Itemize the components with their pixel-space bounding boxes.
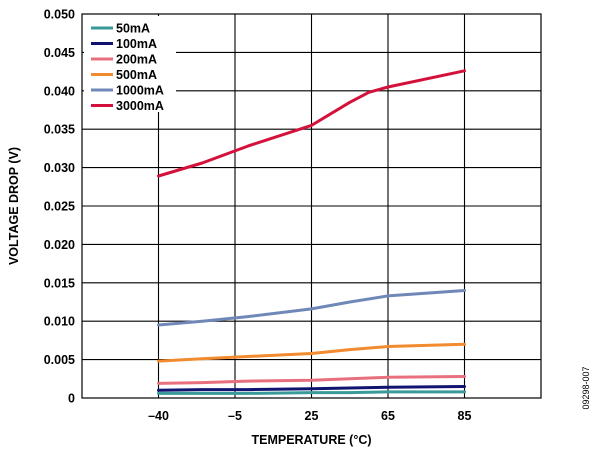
x-tick-label: –40: [148, 409, 169, 423]
y-tick-labels: 0 0.005 0.010 0.015 0.020 0.025 0.030 0.035 0.04…: [44, 8, 75, 406]
y-tick-label: 0.010: [44, 315, 75, 329]
y-tick-label: 0.035: [44, 123, 75, 137]
series-line-500mA: [157, 342, 466, 363]
legend-label: 50mA: [116, 22, 150, 36]
y-tick-label: 0.030: [44, 161, 75, 175]
y-tick-label: 0: [68, 392, 75, 406]
series-line-3000mA: [157, 69, 466, 178]
x-tick-labels: –40 –5 25 65 85: [148, 409, 471, 423]
series-line-100mA: [157, 385, 466, 392]
y-tick-label: 0.005: [44, 353, 75, 367]
series-line-1000mA: [157, 289, 466, 327]
y-tick-label: 0.025: [44, 200, 75, 214]
y-tick-label: 0.015: [44, 276, 75, 290]
figure-code: 09298-007: [581, 366, 591, 409]
x-axis-title: TEMPERATURE (°C): [251, 433, 371, 447]
legend-background: [84, 16, 176, 112]
series-lines: [157, 69, 466, 395]
legend-label: 100mA: [116, 37, 157, 51]
y-tick-label: 0.040: [44, 84, 75, 98]
legend-label: 200mA: [116, 53, 157, 67]
y-tick-label: 0.020: [44, 238, 75, 252]
legend-label: 500mA: [116, 68, 157, 82]
x-tick-label: 85: [458, 409, 472, 423]
y-tick-label: 0.050: [44, 8, 75, 22]
legend-label: 1000mA: [116, 84, 164, 98]
series-line-50mA: [157, 390, 466, 395]
legend-label: 3000mA: [116, 99, 164, 113]
y-axis-title: VOLTAGE DROP (V): [7, 147, 21, 265]
series-line-200mA: [157, 375, 466, 385]
x-tick-label: 65: [381, 409, 395, 423]
y-tick-label: 0.045: [44, 46, 75, 60]
x-tick-label: –5: [228, 409, 242, 423]
grid: [82, 14, 541, 398]
x-tick-label: 25: [305, 409, 319, 423]
plot-frame: [81, 13, 542, 399]
